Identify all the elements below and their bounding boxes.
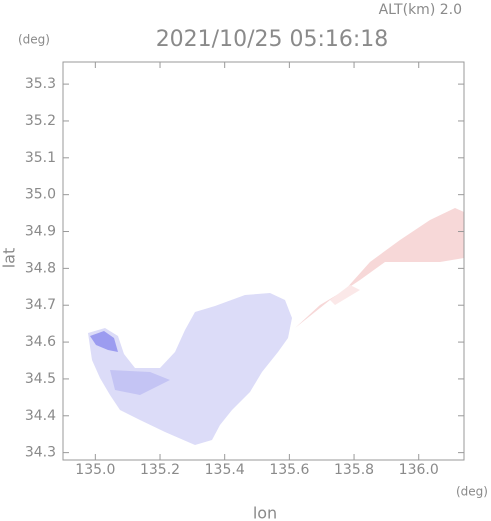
annotation: ALT(km) 2.0 <box>379 2 462 18</box>
x-tick-label: 135.8 <box>334 462 374 478</box>
y-tick-label: 35.2 <box>25 113 56 129</box>
y-tick-label: 34.8 <box>25 260 56 276</box>
y-unit: (deg) <box>18 33 50 47</box>
blue-dark <box>90 331 118 352</box>
y-tick-label: 35.0 <box>25 187 56 203</box>
x-tick-label: 136.0 <box>399 462 439 478</box>
y-tick-label: 34.9 <box>25 224 56 240</box>
blue-mid <box>110 370 170 395</box>
x-tick-label: 135.0 <box>75 462 115 478</box>
x-tick-label: 135.2 <box>140 462 180 478</box>
x-tick-label: 135.6 <box>269 462 309 478</box>
y-tick-label: 34.7 <box>25 297 56 313</box>
plot-frame <box>62 61 465 461</box>
y-tick-label: 35.1 <box>25 150 56 166</box>
field <box>88 208 464 445</box>
y-tick-label: 34.6 <box>25 334 56 350</box>
y-tick-label: 35.3 <box>25 76 56 92</box>
y-tick-label: 34.5 <box>25 371 56 387</box>
pink-light <box>330 285 360 305</box>
x-tick-label: 135.4 <box>205 462 245 478</box>
chart-title: 2021/10/25 05:16:18 <box>156 27 389 52</box>
x-unit: (deg) <box>456 485 488 499</box>
blue-region <box>88 293 292 445</box>
y-tick-label: 34.4 <box>25 408 56 424</box>
y-tick-label: 34.3 <box>25 445 56 461</box>
pink-region <box>295 208 464 328</box>
x-axis-label: lon <box>253 504 277 521</box>
y-axis-label: lat <box>0 248 19 269</box>
